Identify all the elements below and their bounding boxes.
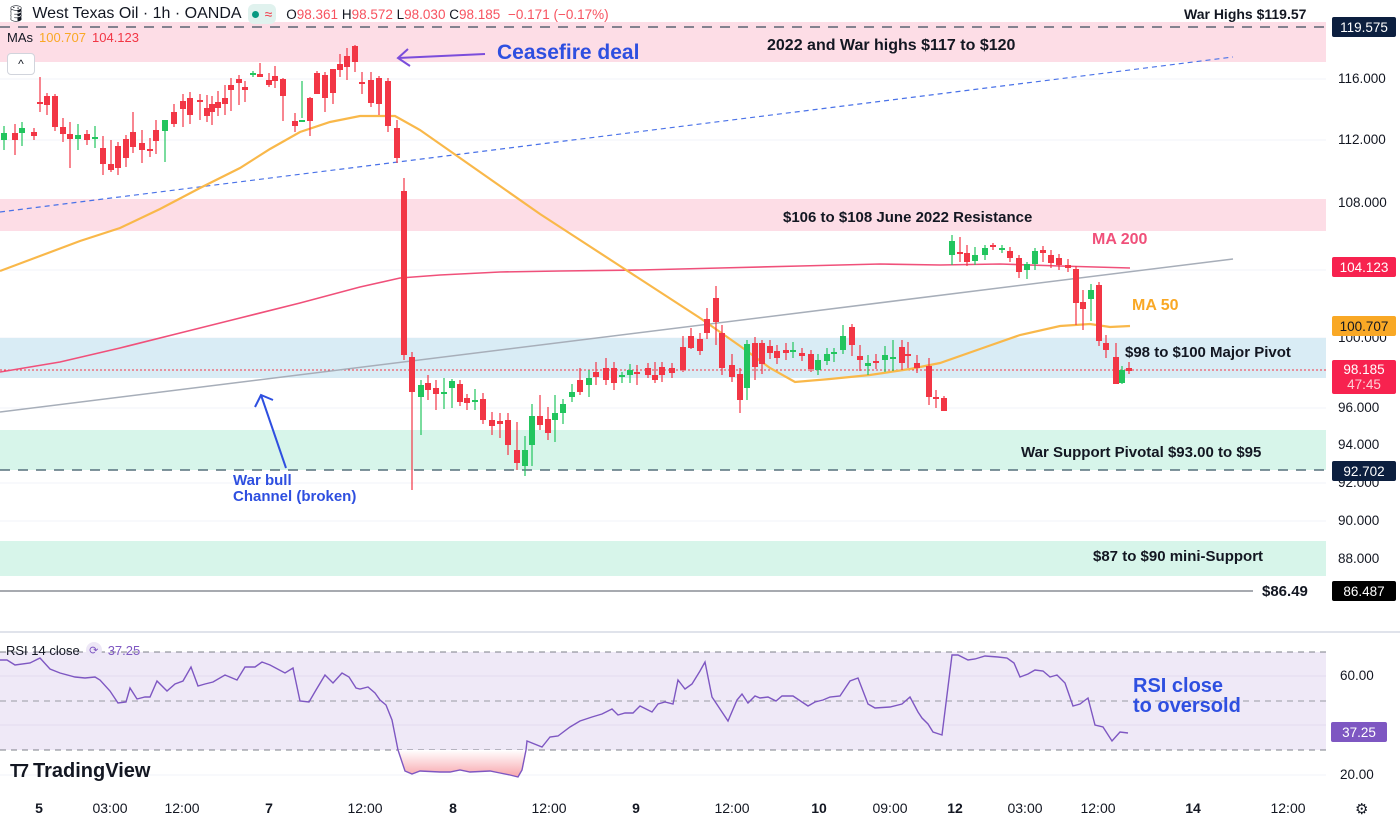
- ma50-value: 100.707: [39, 30, 86, 45]
- rsi-tick: 20.00: [1340, 767, 1374, 782]
- time-tick: 12:00: [714, 800, 750, 816]
- time-tick: 9: [632, 800, 640, 816]
- refresh-icon[interactable]: ⟳: [85, 642, 102, 658]
- support-line-price-tag: 92.702: [1332, 461, 1396, 481]
- collapse-legend-button[interactable]: ^: [7, 53, 35, 75]
- mas-label: MAs: [7, 30, 33, 45]
- time-tick: 12:00: [164, 800, 200, 816]
- time-tick: 10: [811, 800, 827, 816]
- delayed-data-icon: ≈: [264, 6, 273, 22]
- rsi-label: RSI 14 close: [6, 642, 80, 658]
- ma200-label[interactable]: MA 200: [1092, 231, 1148, 248]
- war-high-price-tag: 119.575: [1332, 17, 1396, 37]
- price-tick: 112.000: [1338, 132, 1386, 147]
- chevron-up-icon: ^: [18, 57, 24, 71]
- ma200-value: 104.123: [92, 30, 139, 45]
- tradingview-logo[interactable]: T7 TradingView: [10, 760, 150, 783]
- settings-gear-icon[interactable]: ⚙: [1355, 801, 1369, 818]
- time-tick: 12:00: [531, 800, 567, 816]
- ohlc-values: O98.361 H98.572 L98.030 C98.185 −0.171 (…: [286, 6, 609, 22]
- price-tick: 94.000: [1338, 437, 1380, 452]
- pivot-label[interactable]: $98 to $100 Major Pivot: [1125, 344, 1291, 361]
- market-status-pill[interactable]: ≈: [247, 4, 277, 24]
- candlesticks[interactable]: [1, 45, 1132, 490]
- ma200-line[interactable]: [0, 263, 1131, 373]
- zone-top-label[interactable]: 2022 and War highs $117 to $120: [767, 37, 1016, 54]
- low-line-label[interactable]: $86.49: [1262, 583, 1308, 600]
- time-tick: 09:00: [872, 800, 908, 816]
- price-tick: 90.000: [1338, 513, 1380, 528]
- rsi-grid: [0, 651, 1326, 776]
- rsi-tick: 60.00: [1340, 668, 1374, 683]
- rsi-oversold-fill: [398, 750, 526, 777]
- time-tick: 03:00: [92, 800, 128, 816]
- channel-label[interactable]: War bull Channel (broken): [233, 472, 357, 505]
- ma50-label[interactable]: MA 50: [1132, 297, 1179, 314]
- market-open-dot-icon: [251, 10, 259, 18]
- low-line-price-tag: 86.487: [1332, 581, 1396, 601]
- ma50-price-tag: 100.707: [1332, 316, 1396, 336]
- war-highs-label[interactable]: War Highs $119.57: [1184, 6, 1307, 22]
- ma200-price-tag: 104.123: [1332, 257, 1396, 277]
- price-tick: 116.000: [1338, 71, 1386, 86]
- price-tick: 108.000: [1338, 195, 1387, 210]
- ceasefire-arrow: [396, 48, 486, 67]
- time-tick: 8: [449, 800, 457, 816]
- time-tick: 14: [1185, 800, 1201, 816]
- zone-war-highs: [0, 22, 1326, 62]
- tradingview-logo-icon: T7: [10, 761, 29, 781]
- time-tick: 12: [947, 800, 963, 816]
- war-support-label[interactable]: War Support Pivotal $93.00 to $95: [1021, 444, 1262, 461]
- ma-legend[interactable]: MAs 100.707 104.123: [4, 28, 142, 47]
- tradingview-logo-text: TradingView: [33, 760, 151, 782]
- time-tick: 12:00: [1270, 800, 1306, 816]
- zone-resistance: [0, 199, 1326, 231]
- symbol-title[interactable]: West Texas Oil · 1h · OANDA: [32, 5, 242, 22]
- zone-mini-support: [0, 541, 1326, 576]
- rsi-legend[interactable]: RSI 14 close ⟳ 37.25: [6, 642, 140, 658]
- price-tick: 96.000: [1338, 400, 1380, 415]
- rsi-note-label[interactable]: RSI close to oversold: [1133, 675, 1241, 717]
- resistance-label[interactable]: $106 to $108 June 2022 Resistance: [783, 209, 1033, 226]
- mini-support-label[interactable]: $87 to $90 mini-Support: [1093, 548, 1264, 565]
- upper-channel-dashed-line[interactable]: [0, 56, 1234, 213]
- war-bull-channel-line[interactable]: [0, 258, 1234, 413]
- rsi-value: 37.25: [107, 642, 141, 658]
- time-tick: 7: [265, 800, 273, 816]
- symbol-legend[interactable]: 🛢︎ West Texas Oil · 1h · OANDA ≈ O98.361…: [6, 4, 609, 24]
- price-tick: 88.000: [1338, 551, 1380, 566]
- rsi-line[interactable]: [0, 654, 1129, 778]
- zone-war-support: [0, 430, 1326, 470]
- ma50-line[interactable]: [0, 114, 1131, 384]
- channel-arrow: [254, 393, 287, 469]
- price-grid: [0, 78, 1326, 560]
- time-tick: 12:00: [1080, 800, 1116, 816]
- ceasefire-label[interactable]: Ceasefire deal: [497, 41, 640, 64]
- time-tick: 5: [35, 800, 43, 816]
- time-tick: 12:00: [347, 800, 383, 816]
- oil-drop-icon: 🛢︎: [6, 6, 27, 23]
- rsi-value-tag: 37.25: [1331, 722, 1387, 742]
- time-tick: 03:00: [1007, 800, 1043, 816]
- last-price-tag: 98.185 47:45: [1332, 360, 1396, 394]
